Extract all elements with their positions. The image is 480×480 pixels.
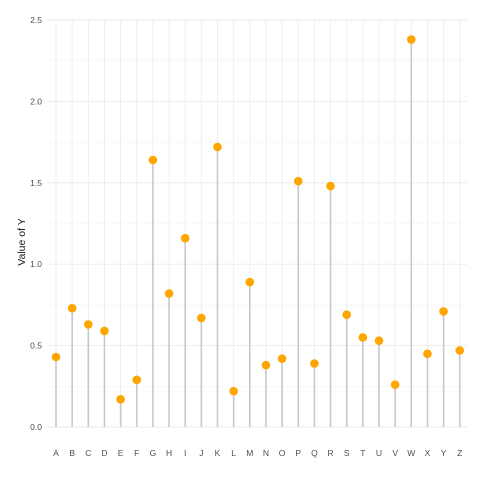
x-tick-label-Y: Y (441, 448, 447, 458)
x-tick-label-A: A (53, 448, 59, 458)
y-axis-title: Value of Y (16, 218, 28, 265)
lollipop-point-Q (310, 359, 319, 368)
lollipop-point-O (277, 354, 287, 363)
x-tick-label-D: D (101, 448, 107, 458)
lollipop-point-L (229, 386, 238, 396)
lollipop-point-K (213, 142, 222, 152)
x-tick-label-I: I (184, 448, 186, 458)
x-tick-label-W: W (407, 448, 415, 458)
x-tick-label-X: X (425, 448, 431, 458)
x-tick-label-L: L (231, 448, 236, 458)
lollipop-point-G (148, 155, 158, 165)
x-tick-label-Z: Z (457, 448, 462, 458)
x-tick-label-E: E (118, 448, 124, 458)
y-tick-label: 1.5 (30, 178, 42, 188)
y-axis-ticks: 0.0 0.5 1.0 1.5 2.0 2.5 (30, 15, 42, 432)
lollipop-point-U (374, 336, 384, 346)
lollipop-point-J (197, 313, 206, 323)
x-tick-label-Q: Q (311, 448, 318, 458)
lollipop-point-C (84, 320, 93, 329)
y-tick-label: 0.5 (30, 341, 42, 351)
stem-layer (55, 39, 461, 427)
x-tick-label-G: G (150, 448, 157, 458)
lollipop-point-A (51, 352, 61, 362)
lollipop-point-Z (455, 346, 465, 355)
lollipop-point-N (261, 360, 271, 370)
lollipop-point-R (326, 181, 335, 191)
x-tick-label-U: U (376, 448, 382, 458)
lollipop-point-I (180, 233, 190, 243)
x-tick-label-V: V (392, 448, 398, 458)
point-layer (51, 35, 465, 404)
lollipop-point-H (164, 289, 174, 298)
x-tick-label-M: M (246, 448, 253, 458)
y-tick-label: 0.0 (30, 422, 42, 432)
x-tick-label-K: K (215, 448, 221, 458)
grid-layer (47, 19, 467, 428)
y-tick-label: 1.0 (30, 259, 42, 269)
x-tick-label-R: R (327, 448, 333, 458)
lollipop-point-Y (439, 307, 448, 316)
lollipop-point-B (67, 303, 77, 313)
x-tick-label-H: H (166, 448, 172, 458)
x-tick-label-N: N (263, 448, 269, 458)
x-tick-label-T: T (360, 448, 365, 458)
lollipop-point-X (423, 349, 432, 359)
x-tick-label-P: P (295, 448, 301, 458)
x-tick-label-J: J (199, 448, 203, 458)
lollipop-point-T (358, 333, 368, 342)
lollipop-point-M (245, 277, 255, 287)
lollipop-point-F (132, 375, 142, 385)
lollipop-point-E (116, 395, 125, 404)
lollipop-point-P (293, 176, 303, 186)
x-tick-label-C: C (85, 448, 91, 458)
x-tick-label-F: F (134, 448, 139, 458)
y-tick-label: 2.0 (30, 96, 42, 106)
y-tick-label: 2.5 (30, 15, 42, 25)
lollipop-point-D (100, 326, 109, 336)
lollipop-point-V (390, 380, 400, 389)
lollipop-point-S (342, 310, 352, 319)
x-tick-label-B: B (69, 448, 75, 458)
lollipop-point-W (407, 35, 416, 44)
x-tick-label-S: S (344, 448, 350, 458)
x-tick-label-O: O (279, 448, 286, 458)
